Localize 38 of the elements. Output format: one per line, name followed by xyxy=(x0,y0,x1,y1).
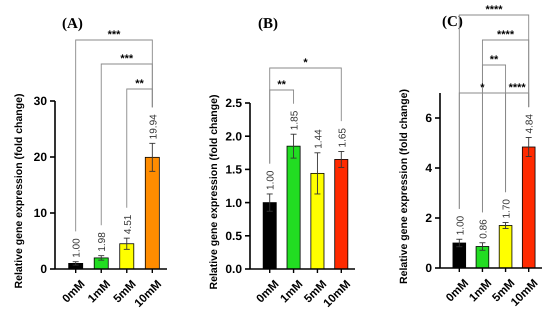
y-tick-label: 1.5 xyxy=(225,162,242,177)
y-tick-label: 0 xyxy=(40,262,48,276)
data-label: 1.44 xyxy=(313,128,324,149)
data-label: 0.86 xyxy=(478,218,490,239)
data-label: 1.00 xyxy=(455,215,466,236)
y-tick-label: 2 xyxy=(425,211,432,226)
data-label: 1.98 xyxy=(97,232,108,252)
y-axis-title: Relative gene expression (fold change) xyxy=(398,89,410,284)
y-tick-label: 30 xyxy=(34,94,48,108)
chart-title: (B) xyxy=(258,16,278,32)
data-label: 4.84 xyxy=(524,114,536,134)
y-tick-label: 0 xyxy=(425,261,432,276)
data-label: 1.85 xyxy=(290,110,301,130)
text: **** xyxy=(497,29,515,41)
data-label: 1.00 xyxy=(266,170,277,190)
y-axis-title: Relative gene expression (fold change) xyxy=(13,94,25,288)
text: *** xyxy=(120,53,134,65)
data-label: 1.70 xyxy=(502,198,513,218)
y-axis-title: Relative gene expression (fold change) xyxy=(208,94,220,290)
data-label: 1.00 xyxy=(72,238,83,258)
text: *** xyxy=(108,29,122,41)
text: **** xyxy=(485,4,504,16)
data-label: 1.65 xyxy=(337,128,348,148)
y-tick-label: 0.0 xyxy=(225,262,242,276)
y-tick-label: 10 xyxy=(34,206,48,220)
annotation: * xyxy=(480,82,486,94)
y-tick-label: 2.5 xyxy=(225,96,242,110)
chart-title: (C) xyxy=(442,14,463,30)
y-tick-label: 20 xyxy=(34,150,48,164)
text: ** xyxy=(490,54,499,66)
y-tick-label: 4 xyxy=(425,161,432,176)
data-label: 4.51 xyxy=(122,214,134,234)
annotation: **** xyxy=(508,82,526,94)
y-tick-label: 0.5 xyxy=(225,229,242,243)
y-tick-label: 6 xyxy=(425,111,432,126)
y-tick-label: 2.0 xyxy=(225,129,242,144)
chart-title: (A) xyxy=(62,16,83,32)
y-tick-label: 1.0 xyxy=(225,196,242,210)
